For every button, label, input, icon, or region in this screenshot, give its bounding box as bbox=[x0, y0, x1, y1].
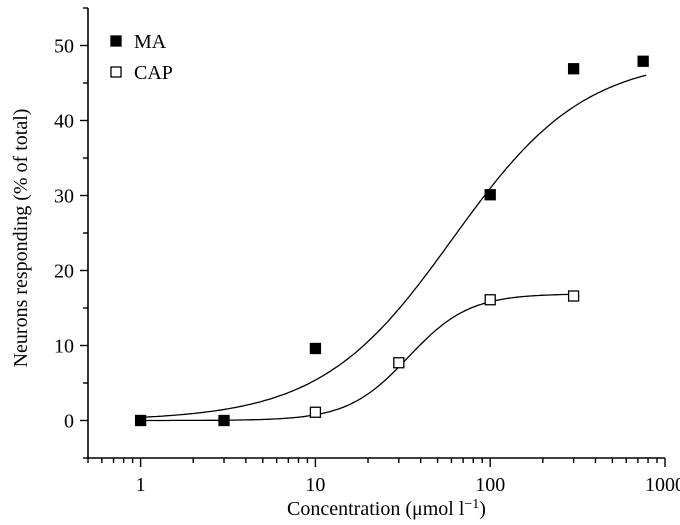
y-tick-label: 30 bbox=[54, 186, 74, 208]
x-axis-title: Concentration (μmol l−1) bbox=[287, 497, 486, 521]
legend-label-cap: CAP bbox=[134, 62, 173, 84]
ma-data-point bbox=[134, 414, 147, 427]
ma-fit-curve bbox=[140, 74, 647, 418]
x-tick-label: 100 bbox=[475, 474, 505, 496]
y-tick-label: 10 bbox=[54, 336, 74, 358]
legend: MA CAP bbox=[110, 31, 173, 84]
ma-data-point bbox=[218, 414, 230, 427]
x-ticks: 1 10 100 1000 bbox=[87, 458, 680, 496]
fit-curves bbox=[140, 74, 647, 422]
legend-label-ma: MA bbox=[134, 31, 167, 53]
cap-data-point bbox=[567, 290, 580, 302]
y-tick-label: 0 bbox=[64, 411, 74, 433]
y-tick-label: 40 bbox=[54, 111, 74, 133]
y-axis-title: Neurons responding (% of total) bbox=[10, 109, 32, 368]
ma-data-point bbox=[637, 55, 649, 67]
legend-marker-ma bbox=[110, 35, 122, 47]
legend-marker-cap bbox=[110, 66, 122, 78]
axes bbox=[87, 8, 665, 459]
ma-data-point bbox=[484, 189, 496, 201]
y-tick-label: 20 bbox=[54, 261, 74, 283]
cap-data-point bbox=[309, 406, 322, 418]
x-tick-label: 10 bbox=[305, 474, 325, 496]
ma-data-point bbox=[309, 342, 322, 355]
cap-fit-curve bbox=[140, 293, 574, 422]
x-tick-label: 1 bbox=[136, 474, 146, 496]
ma-data-point bbox=[567, 63, 580, 75]
cap-data-point bbox=[393, 357, 405, 369]
data-points bbox=[134, 55, 649, 427]
y-ticks: 0 10 20 30 40 50 bbox=[54, 7, 88, 459]
x-tick-label: 1000 bbox=[645, 474, 680, 496]
y-tick-label: 50 bbox=[54, 36, 74, 58]
cap-data-point bbox=[484, 294, 496, 306]
